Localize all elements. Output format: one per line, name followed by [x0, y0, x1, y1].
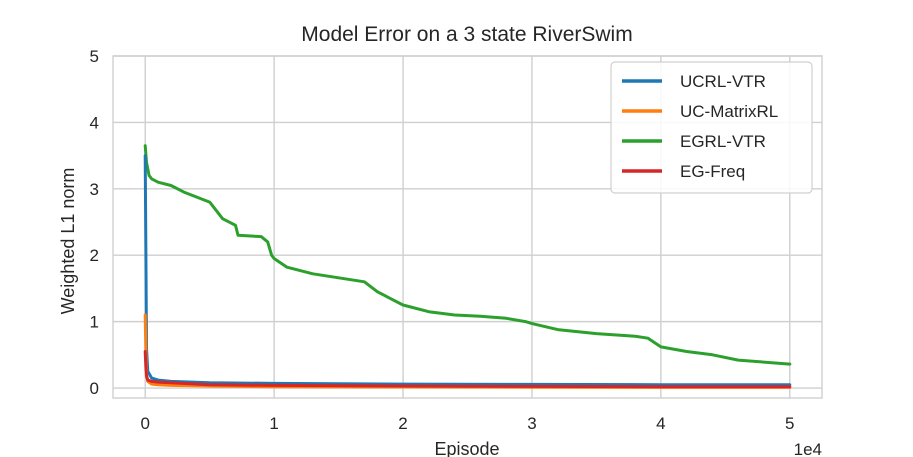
- legend-label-ucrl-vtr: UCRL-VTR: [680, 72, 766, 91]
- legend-label-eg-freq: EG-Freq: [680, 162, 745, 181]
- x-tick-label: 3: [527, 414, 536, 433]
- x-tick-label: 4: [656, 414, 665, 433]
- y-tick-label: 4: [90, 113, 99, 132]
- tick-labels: 0 1 2 3 4 5 0 1 2 3 4 5: [90, 47, 795, 433]
- x-tick-label: 5: [785, 414, 794, 433]
- x-tick-label: 2: [398, 414, 407, 433]
- legend-label-egrl-vtr: EGRL-VTR: [680, 132, 766, 151]
- y-tick-label: 1: [90, 313, 99, 332]
- x-axis-title: Episode: [434, 439, 499, 457]
- chart-title: Model Error on a 3 state RiverSwim: [301, 23, 632, 46]
- y-axis-title: Weighted L1 norm: [58, 168, 78, 315]
- plot-frame: [112, 55, 823, 399]
- y-tick-label: 2: [90, 246, 99, 265]
- y-tick-label: 0: [90, 379, 99, 398]
- series-line-eg-freq: [143, 350, 792, 389]
- series-layer: [143, 144, 792, 389]
- legend-label-uc-matrixrl: UC-MatrixRL: [680, 102, 778, 121]
- legend-box: [610, 61, 813, 194]
- series-line-egrl-vtr: [143, 144, 792, 366]
- x-offset-text: 1e4: [794, 440, 822, 457]
- x-tick-label: 1: [269, 414, 278, 433]
- x-tick-label: 0: [140, 414, 149, 433]
- y-tick-label: 3: [90, 180, 99, 199]
- y-tick-label: 5: [90, 47, 99, 66]
- legend: UCRL-VTR UC-MatrixRL EGRL-VTR EG-Freq: [610, 61, 813, 194]
